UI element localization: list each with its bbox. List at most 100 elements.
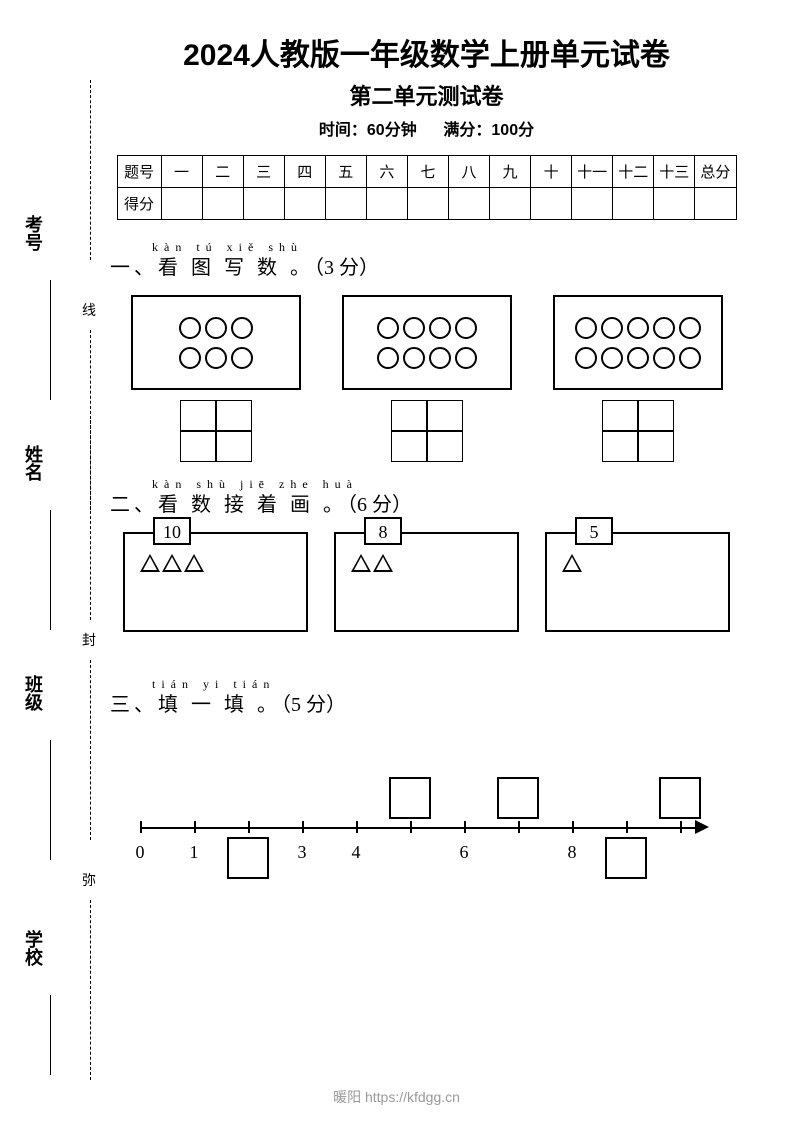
- col: 一: [161, 156, 202, 188]
- info-line: 时间：60分钟 满分：100分: [110, 116, 743, 140]
- time-label: 时间：: [319, 122, 367, 139]
- tick-mark: [248, 821, 250, 833]
- dash-segment: [90, 420, 91, 620]
- col: 总分: [695, 156, 736, 188]
- circles-box: [553, 295, 723, 390]
- col: 八: [448, 156, 489, 188]
- footer-text: 暖阳 https://kfdgg.cn: [0, 1087, 793, 1107]
- axis-label: 3: [298, 842, 307, 863]
- tick-mark: [518, 821, 520, 833]
- tick-mark: [464, 821, 466, 833]
- blank-cell[interactable]: [407, 188, 448, 220]
- q1-answer-row: [110, 400, 743, 462]
- answer-grid[interactable]: [602, 400, 674, 462]
- circle-row: [377, 347, 477, 369]
- target-number: 10: [153, 517, 191, 545]
- tick-mark: [302, 821, 304, 833]
- blank-cell[interactable]: [284, 188, 325, 220]
- circle-row: [575, 347, 701, 369]
- triangle-icon: [162, 554, 182, 572]
- col: 十一: [572, 156, 613, 188]
- blank-cell[interactable]: [572, 188, 613, 220]
- blank-cell[interactable]: [531, 188, 572, 220]
- score-row-values: 得分: [117, 188, 736, 220]
- axis-label: 1: [190, 842, 199, 863]
- line-kaohao: [50, 280, 51, 400]
- label-xuexiao: 学校: [20, 930, 46, 966]
- label-banji: 班级: [20, 675, 46, 711]
- circle-icon: [653, 347, 675, 369]
- circle-icon: [205, 347, 227, 369]
- tick-mark: [572, 821, 574, 833]
- blank-cell[interactable]: [695, 188, 736, 220]
- col: 十三: [654, 156, 695, 188]
- circle-icon: [653, 317, 675, 339]
- circle-icon: [455, 347, 477, 369]
- triangle-icon: [373, 554, 393, 572]
- circle-icon: [575, 317, 597, 339]
- blank-cell[interactable]: [325, 188, 366, 220]
- q3-pinyin: tián yi tián: [152, 677, 743, 692]
- page: 考号 姓名 班级 学校 线 封 弥 2024人教版一年级数学上册单元试卷 第二单…: [0, 0, 793, 1122]
- triangle-icon: [140, 554, 160, 572]
- blank-cell[interactable]: [243, 188, 284, 220]
- q1-hanzi: 一、看 图 写 数 。: [110, 257, 314, 279]
- draw-box[interactable]: [545, 532, 730, 632]
- q1-pinyin: kàn tú xiě shù: [152, 240, 743, 255]
- circle-icon: [601, 347, 623, 369]
- circle-icon: [377, 317, 399, 339]
- blank-cell[interactable]: [161, 188, 202, 220]
- axis-label: 6: [460, 842, 469, 863]
- section-q1: kàn tú xiě shù 一、看 图 写 数 。（3 分）: [110, 240, 743, 280]
- answer-box[interactable]: [605, 837, 647, 879]
- line-xingming: [50, 510, 51, 630]
- answer-box[interactable]: [389, 777, 431, 819]
- col: 五: [325, 156, 366, 188]
- circle-icon: [679, 317, 701, 339]
- line-banji: [50, 740, 51, 860]
- q1-figures: [110, 295, 743, 390]
- draw-box[interactable]: [334, 532, 519, 632]
- main-title: 2024人教版一年级数学上册单元试卷: [110, 30, 743, 74]
- tick-mark: [356, 821, 358, 833]
- answer-box[interactable]: [227, 837, 269, 879]
- blank-cell[interactable]: [613, 188, 654, 220]
- answer-box[interactable]: [497, 777, 539, 819]
- col: 十: [531, 156, 572, 188]
- label-xingming: 姓名: [20, 445, 46, 481]
- blank-cell[interactable]: [202, 188, 243, 220]
- axis-label: 0: [136, 842, 145, 863]
- circle-row: [575, 317, 701, 339]
- circle-icon: [627, 347, 649, 369]
- q2-figures: 1085: [110, 532, 743, 632]
- answer-grid[interactable]: [180, 400, 252, 462]
- blank-cell[interactable]: [490, 188, 531, 220]
- q2-pinyin: kàn shù jiē zhe huà: [152, 477, 743, 492]
- circle-icon: [403, 347, 425, 369]
- col: 三: [243, 156, 284, 188]
- axis-label: 4: [352, 842, 361, 863]
- score-value: 100分: [491, 122, 534, 139]
- blank-cell[interactable]: [654, 188, 695, 220]
- col: 六: [366, 156, 407, 188]
- blank-cell[interactable]: [448, 188, 489, 220]
- section-q3: tián yi tián 三、填 一 填 。（5 分）: [110, 677, 743, 717]
- tick-mark: [410, 821, 412, 833]
- dash-char-mi: 弥: [82, 870, 96, 890]
- triangle-icon: [351, 554, 371, 572]
- q2-hanzi: 二、看 数 接 着 画 。: [110, 494, 347, 516]
- circle-icon: [231, 317, 253, 339]
- col: 十二: [613, 156, 654, 188]
- answer-grid[interactable]: [391, 400, 463, 462]
- q2-item: 5: [545, 532, 730, 632]
- line-xuexiao: [50, 995, 51, 1075]
- arrow-icon: [695, 820, 709, 834]
- answer-box[interactable]: [659, 777, 701, 819]
- q1-points: （3 分）: [314, 257, 379, 279]
- triangle-icon: [184, 554, 204, 572]
- circle-row: [179, 347, 253, 369]
- dash-segment: [90, 660, 91, 840]
- blank-cell[interactable]: [366, 188, 407, 220]
- circle-icon: [679, 347, 701, 369]
- draw-box[interactable]: [123, 532, 308, 632]
